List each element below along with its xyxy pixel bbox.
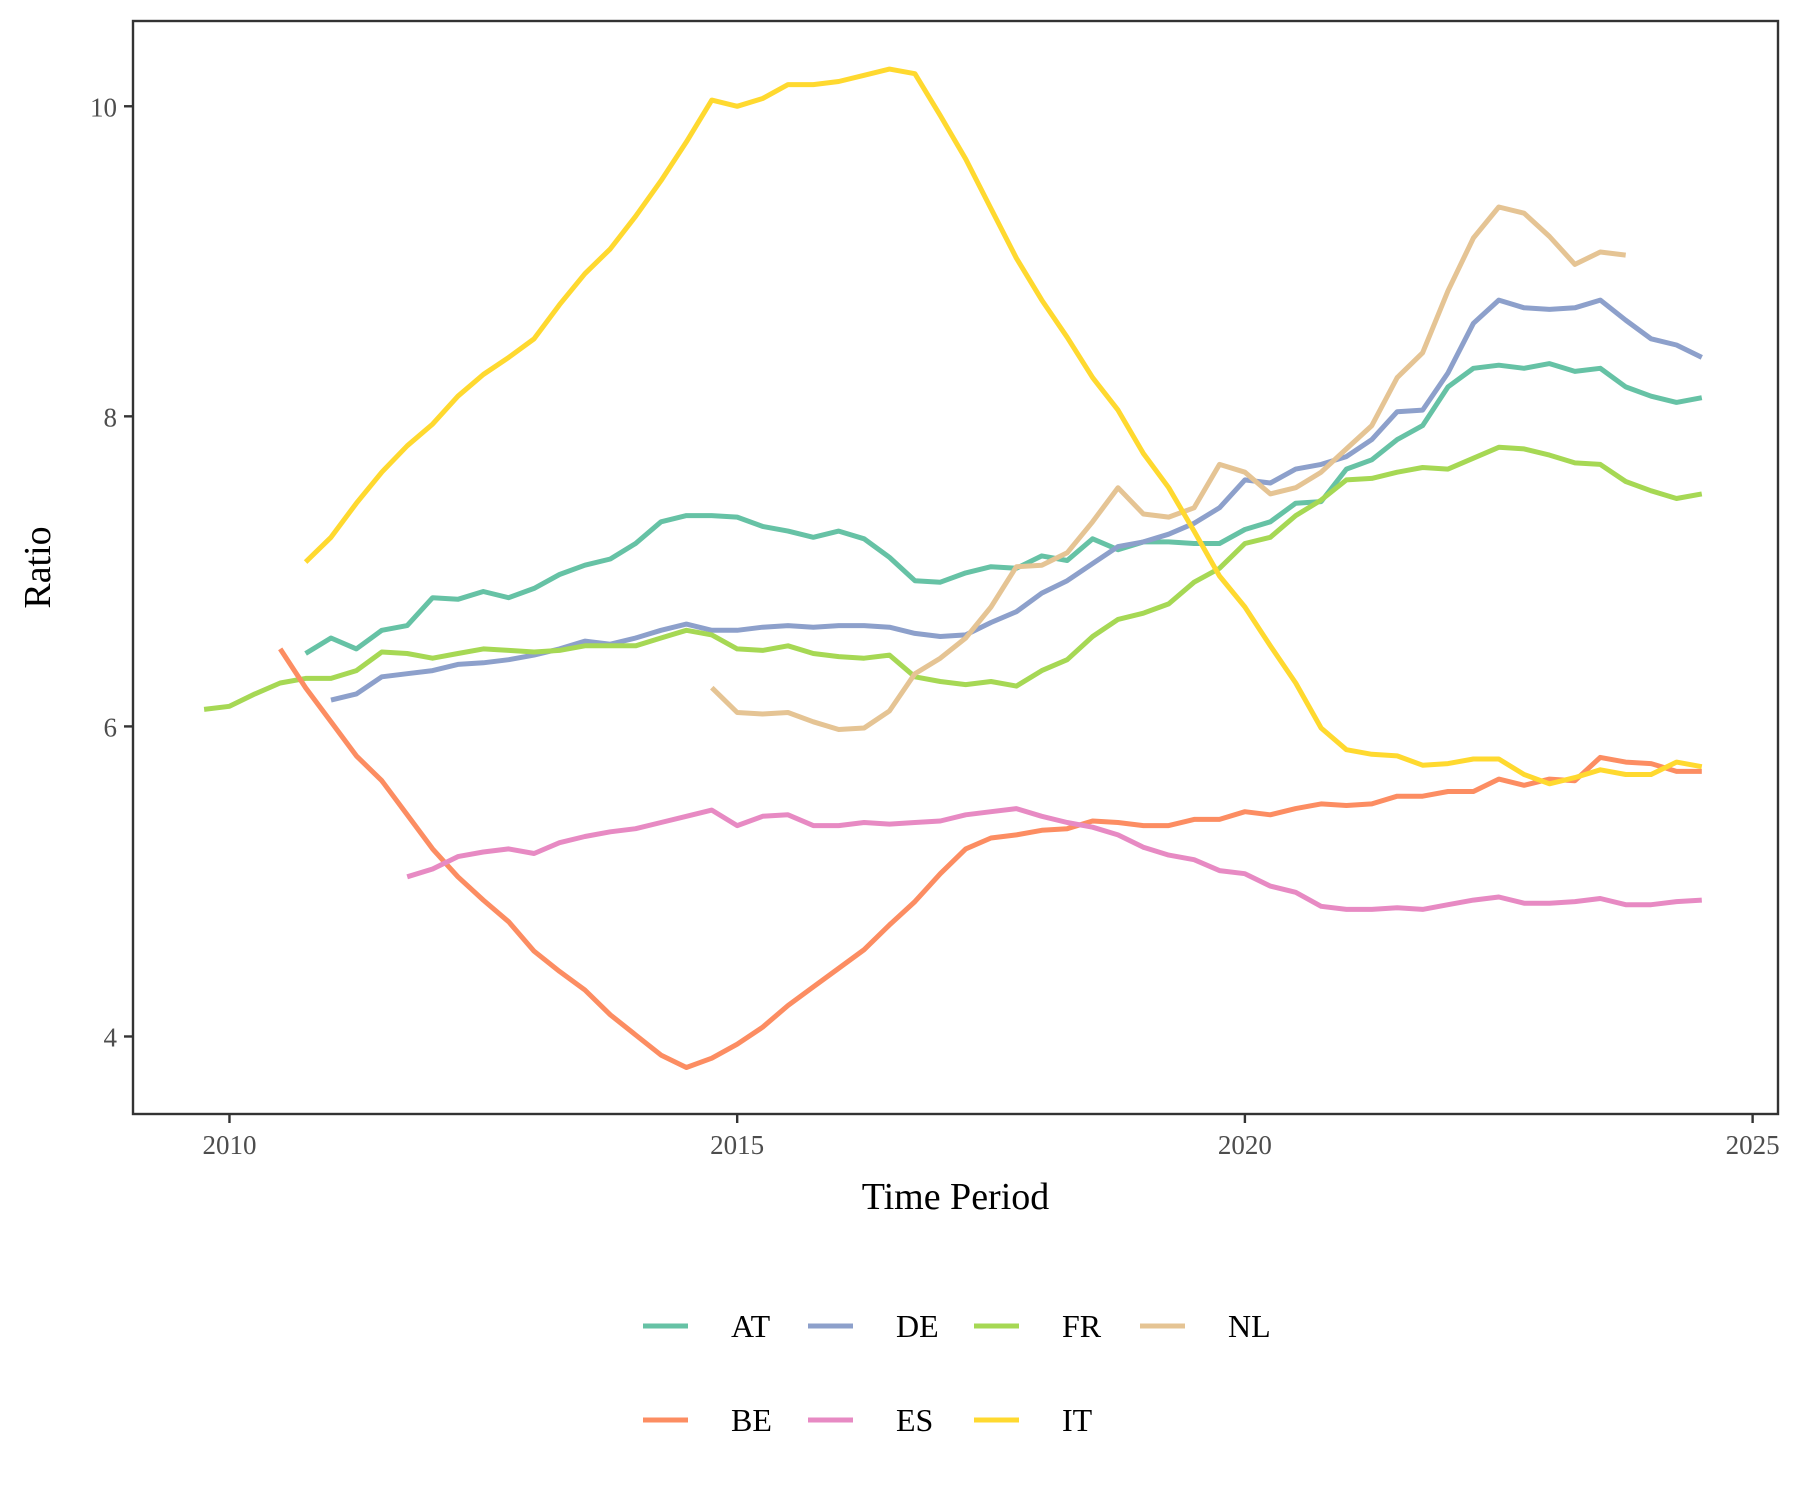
series-line-nl — [710, 204, 1627, 732]
legend-label: FR — [1062, 1308, 1102, 1344]
legend-label: DE — [896, 1308, 939, 1344]
legend-item-de: DE — [808, 1308, 939, 1344]
legend-item-es: ES — [808, 1402, 933, 1438]
x-tick-label: 2010 — [202, 1130, 256, 1160]
x-tick-label: 2025 — [1726, 1130, 1780, 1160]
series-line-es — [406, 806, 1702, 912]
series-line-be — [278, 647, 1702, 1070]
x-axis: 2010 2015 2020 2025 — [202, 1114, 1780, 1160]
x-axis-title: Time Period — [862, 1176, 1050, 1218]
x-tick-label: 2020 — [1218, 1130, 1272, 1160]
series-line-at — [304, 361, 1703, 656]
legend-item-fr: FR — [974, 1308, 1102, 1344]
legend-item-it: IT — [974, 1402, 1093, 1438]
legend-label: AT — [731, 1308, 771, 1344]
y-axis: 4 6 8 10 — [90, 92, 133, 1052]
legend-label: ES — [896, 1402, 933, 1438]
y-tick-label: 8 — [104, 402, 118, 432]
legend-label: BE — [731, 1402, 772, 1438]
legend-item-be: BE — [643, 1402, 772, 1438]
y-tick-label: 6 — [104, 712, 118, 742]
series-line-fr — [203, 444, 1703, 712]
series-layer — [203, 66, 1703, 1070]
x-tick-label: 2015 — [710, 1130, 764, 1160]
legend: AT DE FR NL BE ES IT — [643, 1308, 1271, 1438]
y-tick-label: 10 — [90, 92, 117, 122]
legend-label: IT — [1062, 1402, 1093, 1438]
y-tick-label: 4 — [104, 1022, 118, 1052]
y-axis-title: Ratio — [17, 526, 59, 608]
legend-item-at: AT — [643, 1308, 771, 1344]
plot-border — [131, 19, 1780, 1116]
legend-label: NL — [1228, 1308, 1271, 1344]
legend-item-nl: NL — [1140, 1308, 1271, 1344]
series-line-it — [303, 66, 1703, 787]
